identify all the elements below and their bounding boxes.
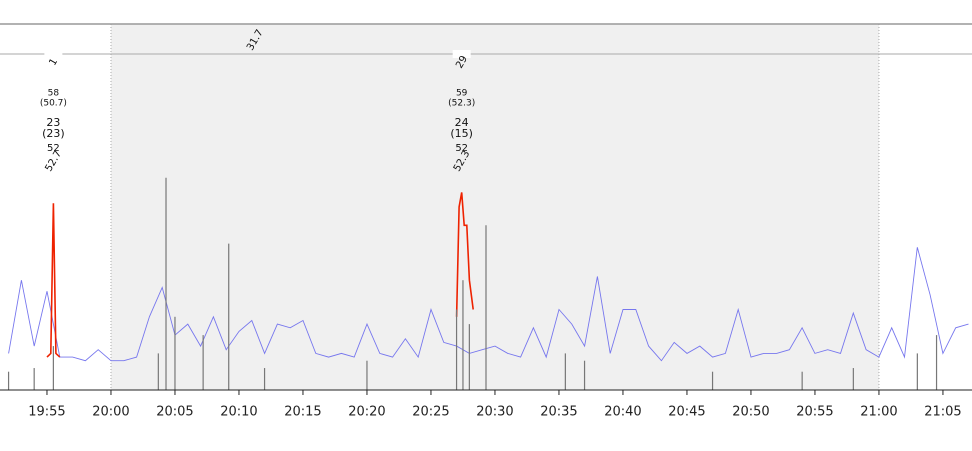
x-tick-label: 20:20 bbox=[348, 405, 385, 420]
foreground-layer: 19:55 20:00 20:05 20:10 20:15 20:20 20:25 20:30… bbox=[0, 28, 972, 420]
event-level: 52 bbox=[455, 143, 468, 154]
event-value: (52.3) bbox=[448, 99, 475, 109]
shaded-span bbox=[110, 24, 879, 390]
marker-gap bbox=[44, 50, 63, 58]
x-tick-label: 21:00 bbox=[860, 405, 897, 420]
x-tick-label: 20:40 bbox=[604, 405, 641, 420]
event-value: 24 bbox=[455, 116, 469, 129]
event-value: (23) bbox=[42, 127, 65, 140]
x-tick-label: 20:05 bbox=[156, 405, 193, 420]
background-layer bbox=[0, 23, 972, 390]
x-tick-label: 20:30 bbox=[476, 405, 513, 420]
marker-gap bbox=[452, 50, 471, 58]
event-value: (50.7) bbox=[40, 99, 67, 109]
x-tick-label: 20:00 bbox=[92, 405, 129, 420]
event-value: 58 bbox=[48, 89, 60, 99]
x-tick-label: 20:10 bbox=[220, 405, 257, 420]
event-value: 59 bbox=[456, 89, 468, 99]
x-tick-label: 20:45 bbox=[668, 405, 705, 420]
event-label: 1 bbox=[47, 57, 60, 68]
x-tick-label: 21:05 bbox=[924, 405, 961, 420]
event-level: 52 bbox=[47, 143, 60, 154]
series-line bbox=[46, 192, 474, 358]
x-tick-label: 20:35 bbox=[540, 405, 577, 420]
event-value: 23 bbox=[46, 116, 60, 129]
x-tick-label: 20:25 bbox=[412, 405, 449, 420]
x-tick-label: 20:50 bbox=[732, 405, 769, 420]
data-layer bbox=[7, 177, 969, 390]
event-value: (15) bbox=[450, 127, 473, 140]
x-tick-label: 20:55 bbox=[796, 405, 833, 420]
series-line bbox=[8, 247, 969, 362]
x-tick-label: 20:15 bbox=[284, 405, 321, 420]
x-tick-label: 19:55 bbox=[28, 405, 65, 420]
